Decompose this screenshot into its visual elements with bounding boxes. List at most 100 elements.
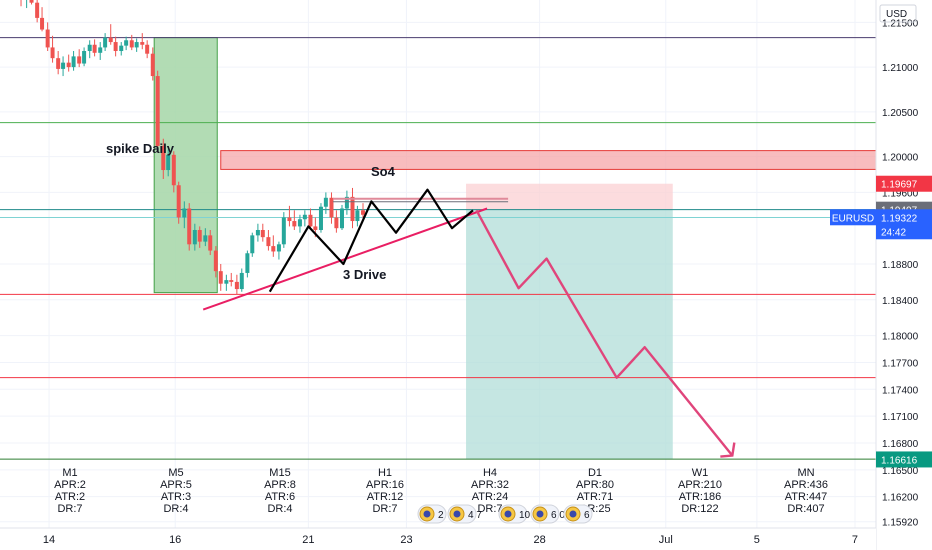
economic-event-icon[interactable]: 6 — [563, 504, 593, 524]
candle-body — [155, 76, 160, 146]
timeframe-apr-d1: APR:80 — [576, 479, 614, 491]
candle-body — [339, 208, 344, 229]
horizontal-lines-layer — [0, 37, 876, 460]
zone-stop — [466, 183, 673, 210]
candle-body — [82, 51, 87, 64]
time-tick-label: 21 — [302, 534, 314, 546]
timeframe-atr-w1: ATR:186 — [679, 491, 722, 503]
timeframe-apr-h1: APR:16 — [366, 479, 404, 491]
candle-body — [182, 208, 187, 218]
price-tick-label: 1.18400 — [882, 296, 919, 307]
candle-body — [140, 42, 145, 45]
timeframe-atr-h4: ATR:24 — [472, 491, 508, 503]
candle-body — [218, 271, 223, 284]
timeframe-tf-h1: H1 — [378, 467, 392, 479]
flag-center-icon — [569, 510, 577, 518]
candle-body — [292, 221, 297, 227]
price-tick-label: 1.20500 — [882, 108, 919, 119]
time-tick-label: 23 — [400, 534, 412, 546]
candle-body — [29, 0, 34, 3]
timeframe-tf-w1: W1 — [692, 467, 709, 479]
candle-body — [129, 40, 134, 48]
timeframe-atr-d1: ATR:71 — [577, 491, 613, 503]
timeframe-atr-m1: ATR:2 — [55, 491, 85, 503]
price-tick-label: 1.21500 — [882, 18, 919, 29]
time-axis-bg — [0, 528, 876, 550]
currency-label: USD — [886, 9, 907, 20]
candle-body — [150, 53, 155, 77]
symbol-badge — [830, 209, 876, 226]
candle-body — [166, 154, 171, 171]
timeframe-dr-mn: DR:407 — [787, 503, 824, 515]
zone-target — [466, 209, 673, 460]
price-badge-value: 1.16616 — [881, 455, 918, 466]
price-tick-label: 1.16500 — [882, 466, 919, 477]
event-count: 6 0 — [551, 510, 565, 521]
timeframe-tf-m1: M1 — [62, 467, 77, 479]
timeframe-tf-m15: M15 — [269, 467, 290, 479]
price-axis[interactable]: 1.21500 1.21000 1.20500 1.20000 1.19600 1.188… — [875, 0, 932, 550]
timeframe-dr-h4: DR:7 — [477, 503, 502, 515]
economic-event-icon[interactable]: 6 0 — [530, 504, 565, 524]
zone-layer — [0, 0, 877, 528]
candle-body — [313, 226, 318, 230]
price-tick-label: 1.15920 — [882, 518, 919, 529]
candle-body — [266, 237, 271, 247]
candle-body — [40, 17, 45, 30]
candle-body — [98, 47, 103, 53]
timeframe-apr-h4: APR:32 — [471, 479, 509, 491]
economic-event-icon[interactable]: 10 — [498, 504, 531, 524]
candle-body — [119, 45, 124, 52]
price-badge-value: 1.19322 — [881, 213, 918, 224]
timeframe-atr-mn: ATR:447 — [785, 491, 828, 503]
candle-body — [92, 44, 97, 53]
candle-body — [35, 2, 40, 18]
candle-body — [192, 229, 197, 245]
projection-path — [475, 209, 734, 457]
candle-body — [71, 56, 76, 68]
timeframe-tf-m5: M5 — [168, 467, 183, 479]
time-axis[interactable]: 14 16 21 23 28 Jul 5 7 — [0, 527, 876, 550]
economic-event-icon[interactable]: 2 — [417, 504, 447, 524]
timeframe-dr-m15: DR:4 — [267, 503, 292, 515]
candle-body — [103, 37, 108, 48]
symbol-label: EURUSD — [832, 213, 874, 224]
economic-events-row[interactable]: 2 4 7 10 6 0 6 — [417, 504, 593, 524]
economic-event-icon[interactable]: 4 7 — [447, 504, 482, 524]
candle-body — [171, 154, 176, 186]
price-tick-label: 1.21000 — [882, 63, 919, 74]
flag-center-icon — [504, 510, 512, 518]
candle-body — [297, 219, 302, 227]
candle-body — [87, 44, 92, 52]
timeframe-stats-table: M1APR:2ATR:2DR:7M5APR:5ATR:3DR:4M15APR:8… — [54, 467, 828, 515]
candle-body — [203, 235, 208, 242]
candle-body — [208, 235, 213, 251]
candle-body — [50, 47, 55, 59]
timeframe-apr-m1: APR:2 — [54, 479, 86, 491]
price-tick-label: 1.17700 — [882, 358, 919, 369]
candle-body — [318, 206, 323, 230]
timeframe-dr-w1: DR:122 — [681, 503, 718, 515]
timeframe-dr-m5: DR:4 — [163, 503, 188, 515]
price-tick-label: 1.18800 — [882, 260, 919, 271]
candle-body — [61, 62, 66, 69]
candle-body — [281, 217, 286, 245]
candle-body — [45, 29, 50, 48]
candles-layer — [20, 0, 366, 295]
price-badge — [876, 451, 932, 468]
price-tick-label: 1.16800 — [882, 439, 919, 450]
timeframe-apr-m15: APR:8 — [264, 479, 296, 491]
time-tick-label: 16 — [169, 534, 181, 546]
candle-body — [276, 244, 281, 252]
candle-body — [134, 42, 139, 48]
annotation-spike: spike Daily — [106, 141, 175, 156]
candle-body — [77, 56, 82, 64]
candle-body — [113, 42, 118, 52]
price-tick-label: 1.16200 — [882, 493, 919, 504]
timeframe-tf-d1: D1 — [588, 467, 602, 479]
pattern-layer — [202, 188, 736, 458]
time-tick-label: 14 — [43, 534, 55, 546]
annotation-layer: spike Daily So4 3 Drive — [106, 141, 396, 282]
